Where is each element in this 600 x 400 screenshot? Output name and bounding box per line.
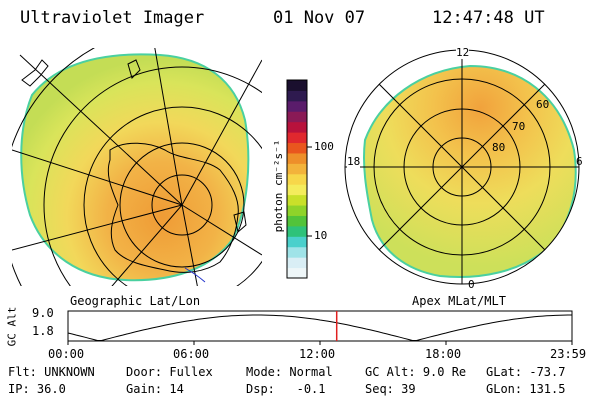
colorbar-segment [287,152,307,164]
colorbar-segment [287,142,307,154]
header-date: 01 Nov 07 [273,8,366,28]
colorbar-segment [287,121,307,133]
mlt-label-18: 18 [347,155,361,168]
colorbar-segment [287,132,307,144]
timeline-xtick-0000: 00:00 [48,347,85,361]
status-gain: Gain: 14 [126,382,184,396]
status-flt: Flt: UNKNOWN [8,365,95,379]
apex-caption: Apex MLat/MLT [412,294,506,308]
status-door: Door: Fullex [126,365,213,379]
timeline-axis-label: GC Alt [5,306,19,347]
colorbar-segment [287,215,307,227]
instrument-title: Ultraviolet Imager [20,8,205,28]
colorbar-segment [287,173,307,185]
geographic-caption: Geographic Lat/Lon [70,294,201,308]
timeline-xtick-2359: 23:59 [550,347,587,361]
colorbar [287,80,307,279]
timeline-ytick-9: 9.0 [32,306,54,320]
status-mode: Mode: Normal [246,365,333,379]
colorbar-segment [287,205,307,216]
mlt-label-0: 0 [468,278,475,291]
mlat-label-80: 80 [492,141,506,154]
status-dsp: Dsp: -0.1 [246,382,326,396]
colorbar-tick-10: 10 [314,229,328,242]
mlat-label-70: 70 [512,120,526,133]
status-gc-alt: GC Alt: 9.0 Re [365,365,467,379]
status-seq: Seq: 39 [365,382,416,396]
timeline-xtick-1200: 12:00 [299,347,336,361]
colorbar-segment [287,246,307,258]
status-glat: GLat: -73.7 [486,365,566,379]
geographic-image [12,48,262,286]
mlt-label-12: 12 [456,46,470,59]
apex-image [344,49,580,285]
status-ip: IP: 36.0 [8,382,66,396]
colorbar-segment [287,225,307,237]
timeline-ytick-1: 1.8 [32,324,54,338]
colorbar-unit-label: photon cm⁻²s⁻¹ [272,139,285,233]
colorbar-tick-100: 100 [314,140,334,153]
colorbar-segment [287,267,307,279]
header-time: 12:47:48 UT [432,8,545,28]
colorbar-segment [287,163,307,175]
colorbar-segment [287,257,307,269]
mlt-label-6: 6 [576,155,583,168]
colorbar-segment [287,90,307,102]
status-glon: GLon: 131.5 [486,382,566,396]
colorbar-segment [287,194,307,206]
timeline-xtick-0600: 06:00 [173,347,210,361]
colorbar-segment [287,80,307,91]
altitude-curve [67,314,572,341]
colorbar-segment [287,100,307,112]
colorbar-segment [287,111,307,123]
timeline-xtick-1800: 18:00 [425,347,462,361]
colorbar-segment [287,236,307,248]
mlat-label-60: 60 [536,98,550,111]
colorbar-segment [287,184,307,196]
